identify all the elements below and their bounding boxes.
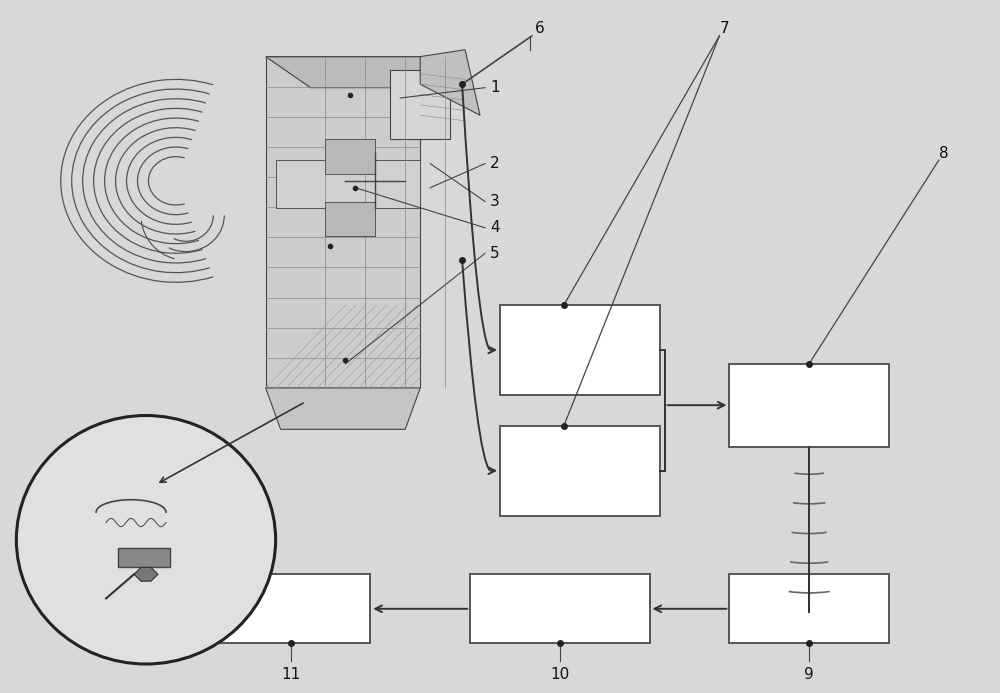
Polygon shape xyxy=(266,388,420,430)
Polygon shape xyxy=(266,57,465,88)
Bar xyxy=(211,574,370,643)
Bar xyxy=(729,574,889,643)
Bar xyxy=(325,139,375,174)
Text: 5: 5 xyxy=(490,246,500,261)
Text: 10: 10 xyxy=(550,667,569,682)
Text: 2: 2 xyxy=(490,156,500,171)
Bar xyxy=(276,160,420,209)
Text: 11: 11 xyxy=(281,667,300,682)
Text: 6: 6 xyxy=(535,21,545,37)
Ellipse shape xyxy=(16,416,276,664)
Polygon shape xyxy=(134,568,158,581)
Bar xyxy=(101,19,475,432)
Bar xyxy=(729,364,889,446)
Bar xyxy=(500,305,660,395)
Bar xyxy=(325,202,375,236)
Bar xyxy=(500,426,660,516)
Polygon shape xyxy=(420,50,480,115)
Bar xyxy=(470,574,650,643)
Text: 9: 9 xyxy=(804,667,814,682)
Text: 7: 7 xyxy=(719,21,729,37)
Text: 4: 4 xyxy=(490,220,500,236)
Text: 3: 3 xyxy=(490,194,500,209)
Polygon shape xyxy=(266,57,420,388)
Text: 1: 1 xyxy=(490,80,500,95)
Text: 8: 8 xyxy=(939,146,948,161)
Bar xyxy=(390,71,450,139)
Bar xyxy=(118,548,170,568)
